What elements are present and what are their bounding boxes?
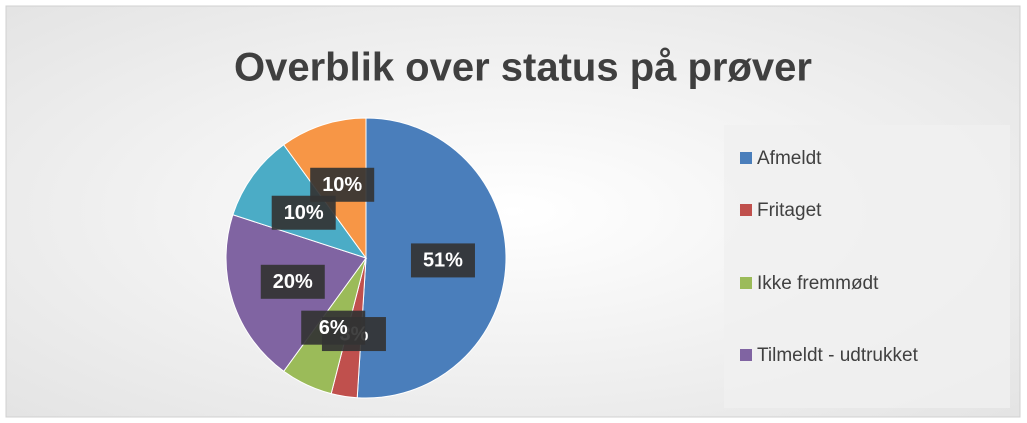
legend-label: Tilmeldt - udtrukket — [757, 345, 919, 366]
data-label-text: 6% — [319, 317, 348, 339]
data-label: 51% — [410, 243, 475, 278]
data-label: 20% — [260, 264, 325, 299]
legend-label: Ikke fremmødt — [757, 273, 879, 294]
legend-box — [724, 125, 1010, 408]
data-label-box — [410, 243, 475, 278]
legend-label: Fritaget — [757, 200, 822, 221]
legend-label: Afmeldt — [757, 148, 822, 169]
data-label-box — [260, 264, 325, 299]
data-label-box — [310, 167, 375, 202]
data-label-text: 51% — [423, 250, 463, 272]
data-label-text: 10% — [284, 202, 324, 224]
data-label: 6% — [301, 310, 366, 345]
data-label: 10% — [310, 167, 375, 202]
legend-swatch — [740, 277, 752, 289]
data-label-text: 20% — [273, 271, 313, 293]
legend-swatch — [740, 349, 752, 361]
legend-swatch — [740, 204, 752, 216]
data-label-text: 10% — [322, 174, 362, 196]
data-label-box — [301, 310, 366, 345]
chart-title: Overblik over status på prøver — [234, 46, 812, 90]
legend-swatch — [740, 152, 752, 164]
